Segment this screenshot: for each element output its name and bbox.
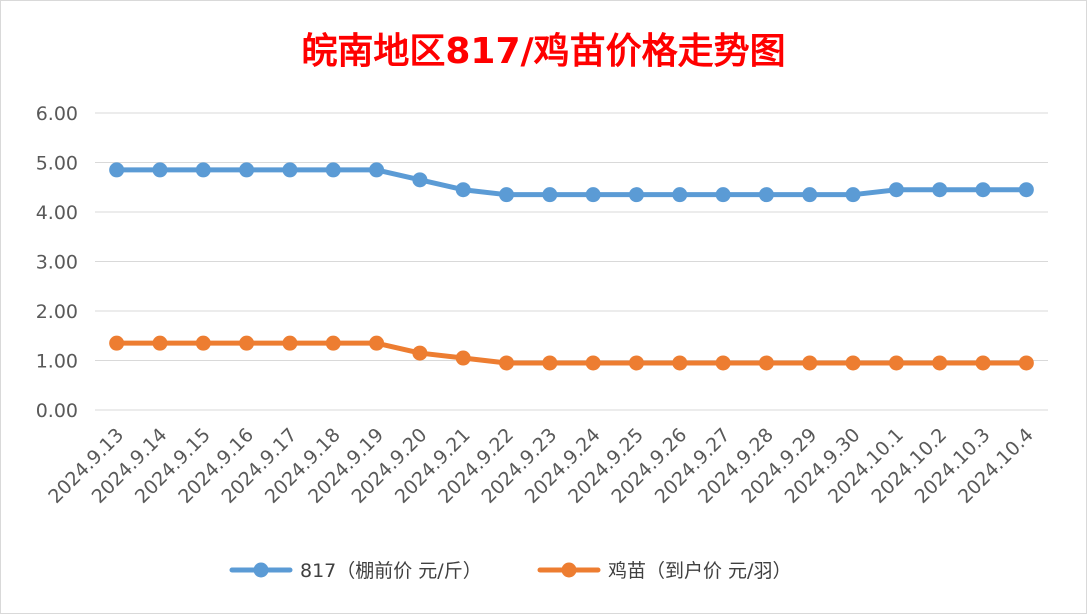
legend-marker (561, 562, 577, 578)
y-tick-label: 4.00 (36, 202, 78, 224)
data-point (282, 162, 298, 178)
data-point (758, 187, 774, 203)
data-point (715, 355, 731, 371)
data-point (1018, 355, 1034, 371)
data-point (888, 182, 904, 198)
y-tick-label: 5.00 (36, 153, 78, 175)
legend-label: 鸡苗（到户价 元/羽） (608, 560, 791, 582)
data-point (152, 335, 168, 351)
legend-label: 817（棚前价 元/斤） (300, 560, 482, 582)
data-point (672, 355, 688, 371)
data-point (802, 355, 818, 371)
data-point (412, 345, 428, 361)
y-tick-label: 2.00 (36, 301, 78, 323)
data-point (239, 162, 255, 178)
data-point (455, 182, 471, 198)
data-point (975, 355, 991, 371)
data-point (802, 187, 818, 203)
legend-marker (253, 562, 269, 578)
data-point (758, 355, 774, 371)
y-tick-label: 6.00 (36, 103, 78, 125)
data-point (282, 335, 298, 351)
data-point (325, 162, 341, 178)
data-point (542, 187, 558, 203)
y-tick-label: 1.00 (36, 351, 78, 373)
data-point (239, 335, 255, 351)
series-line (114, 167, 1029, 198)
series-line (114, 340, 1029, 366)
data-point (109, 335, 125, 351)
y-tick-label: 3.00 (36, 252, 78, 274)
data-point (932, 182, 948, 198)
data-point (845, 355, 861, 371)
data-point (369, 335, 385, 351)
data-point (499, 187, 515, 203)
data-point (499, 355, 515, 371)
data-point (542, 355, 558, 371)
data-point (412, 172, 428, 188)
data-point (455, 350, 471, 366)
data-point (628, 355, 644, 371)
data-point (628, 187, 644, 203)
data-point (109, 162, 125, 178)
data-point (1018, 182, 1034, 198)
data-point (152, 162, 168, 178)
data-point (845, 187, 861, 203)
chart-title: 皖南地区817/鸡苗价格走势图 (301, 31, 786, 72)
data-point (585, 187, 601, 203)
data-point (975, 182, 991, 198)
data-point (932, 355, 948, 371)
data-point (325, 335, 341, 351)
y-tick-label: 0.00 (36, 400, 78, 422)
data-point (195, 335, 211, 351)
data-point (672, 187, 688, 203)
data-point (195, 162, 211, 178)
data-point (585, 355, 601, 371)
data-point (369, 162, 385, 178)
data-point (715, 187, 731, 203)
data-point (888, 355, 904, 371)
